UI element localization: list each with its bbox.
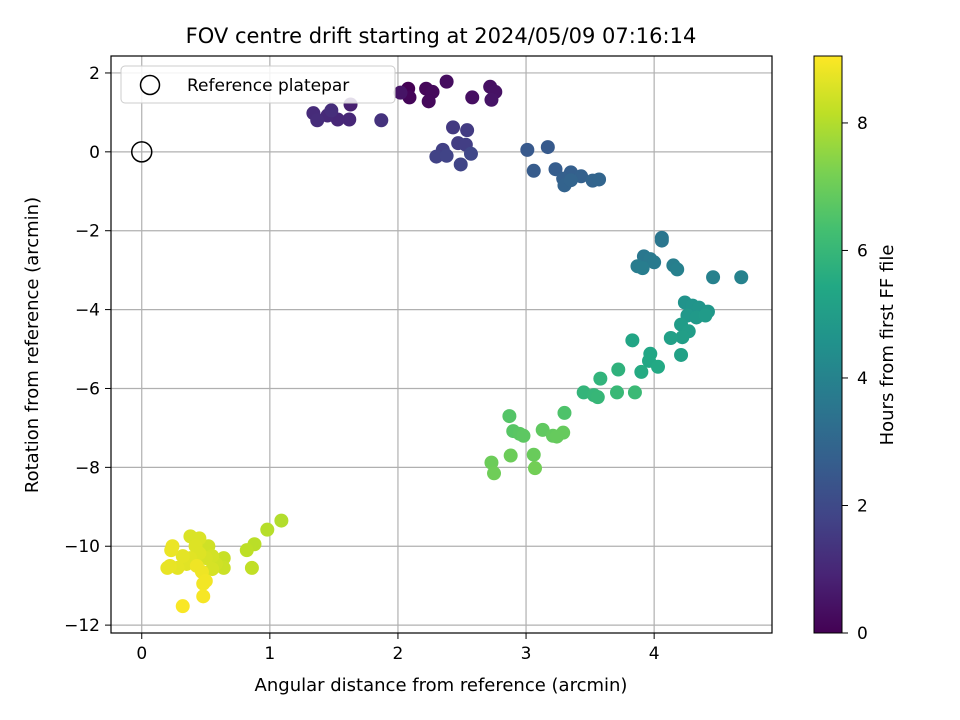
data-point [463,146,478,161]
y-tick-label: 2 [89,64,100,84]
data-point [609,385,624,400]
y-axis-label: Rotation from reference (arcmin) [22,197,43,493]
data-point [548,162,563,177]
data-point [590,390,605,405]
data-point [453,157,468,172]
data-point [487,466,502,481]
y-tick-label: −2 [75,222,100,242]
data-point [260,522,275,537]
x-tick-label: 0 [136,644,147,664]
data-point [634,364,649,379]
data-point [698,308,713,323]
data-point [196,589,211,604]
data-point [635,261,650,276]
data-points [160,74,749,614]
y-tick-label: −6 [75,379,100,399]
reference-point-marker [130,141,153,163]
data-point [557,405,572,420]
colorbar-ticks: 0 2 4 6 8 [842,114,868,644]
data-point [670,262,685,277]
data-point [484,455,499,470]
legend-marker-icon [139,74,161,96]
data-point [342,112,357,127]
data-point [647,255,662,270]
x-axis-label: Angular distance from reference (arcmin) [255,675,628,696]
data-point [439,148,454,163]
data-point [706,270,721,285]
data-point [465,90,480,105]
legend-label: Reference platepar [187,76,349,96]
data-point [625,333,640,348]
data-point [675,330,690,345]
data-point [674,347,689,362]
data-point [421,94,436,109]
data-point [393,85,408,100]
data-point [324,103,339,118]
legend-box [120,65,396,104]
data-point [429,149,444,164]
x-tick-label: 2 [393,644,404,664]
colorbar-gradient [813,55,843,634]
data-point [734,270,749,285]
data-point [627,385,642,400]
colorbar-tick-label: 8 [857,114,868,134]
data-point [516,428,531,443]
data-point [439,74,454,89]
colorbar-tick-label: 0 [857,624,868,644]
colorbar-label: Hours from first FF file [877,245,898,446]
data-point [520,142,535,157]
data-point [175,549,190,564]
data-point [654,233,669,248]
y-axis-ticks: −12 −10 −8 −6 −4 −2 0 2 [64,64,111,636]
data-point [663,330,678,345]
data-point [528,461,543,476]
x-axis-ticks: 0 1 2 3 4 [136,633,660,664]
data-point [310,113,325,128]
y-tick-label: 0 [89,143,100,163]
y-tick-label: −4 [75,301,100,321]
reference-marker [130,141,153,163]
data-point [274,513,289,528]
colorbar-tick-label: 2 [857,496,868,516]
chart-title: FOV centre drift starting at 2024/05/09 … [186,24,697,48]
data-point [535,422,550,437]
data-point [502,409,517,424]
x-tick-label: 3 [521,644,532,664]
data-point [526,163,541,178]
legend: Reference platepar [120,65,396,104]
data-point [460,123,475,138]
data-point [446,120,461,135]
data-point [549,429,564,444]
plot-frame [110,55,773,634]
x-tick-label: 1 [264,644,275,664]
data-point [592,172,607,187]
data-point [650,359,665,374]
y-tick-label: −8 [75,458,100,478]
data-point [526,447,541,462]
data-point [593,371,608,386]
colorbar-tick-label: 4 [857,369,868,389]
data-point [563,173,578,188]
data-point [165,539,180,554]
data-point [244,560,259,575]
data-point [160,560,175,575]
x-tick-label: 4 [649,644,660,664]
colorbar: 0 2 4 6 8 Hours from first FF file [813,55,898,644]
y-tick-label: −10 [64,537,100,557]
data-point [611,362,626,377]
data-point [175,599,190,614]
data-point [239,543,254,558]
data-point [196,576,211,591]
data-point [484,92,499,107]
data-point [374,113,389,128]
grid-lines [111,56,772,633]
y-tick-label: −12 [64,616,100,636]
data-point [503,448,518,463]
data-point [540,140,555,155]
colorbar-tick-label: 6 [857,241,868,261]
